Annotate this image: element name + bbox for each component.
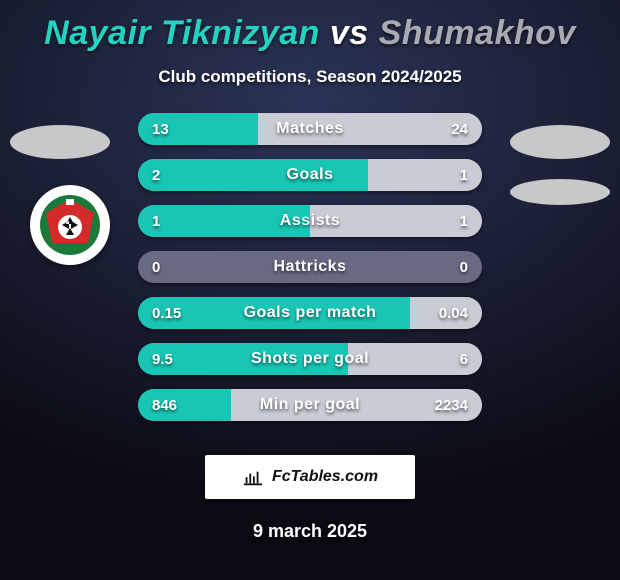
page-title: Nayair Tiknizyan vs Shumakhov (0, 14, 620, 53)
stat-row: Matches1324 (138, 113, 482, 145)
stat-fill-right (310, 205, 482, 237)
stats-arena: Matches1324 Goals21 Assists11 Hattricks0 0 Go… (0, 107, 620, 437)
stat-row: Hattricks0 0 (138, 251, 482, 283)
brand-text: FcTables.com (272, 468, 378, 486)
stat-bars: Matches1324 Goals21 Assists11 Hattricks0 0 Go… (138, 113, 482, 421)
title-player2: Shumakhov (379, 14, 576, 52)
subtitle: Club competitions, Season 2024/2025 (0, 67, 620, 87)
player1-silhouette (10, 125, 110, 159)
player2-silhouette (510, 125, 610, 159)
player2-silhouette-2 (510, 179, 610, 205)
stat-row: Goals per match0.150.04 (138, 297, 482, 329)
stat-fill-left (138, 205, 310, 237)
stat-value-left: 0 (138, 251, 174, 283)
stat-fill-right (231, 389, 482, 421)
stat-fill-left (138, 159, 368, 191)
date-stamp: 9 march 2025 (0, 521, 620, 542)
stat-fill-left (138, 389, 231, 421)
stat-row: Goals21 (138, 159, 482, 191)
stat-fill-right (348, 343, 482, 375)
stat-label: Hattricks (138, 251, 482, 283)
stat-fill-right (368, 159, 482, 191)
brand-badge: FcTables.com (205, 455, 415, 499)
stat-fill-right (410, 297, 482, 329)
brand-chart-icon (242, 466, 264, 488)
stat-row: Min per goal8462234 (138, 389, 482, 421)
stat-fill-left (138, 297, 410, 329)
club-badge (30, 185, 110, 265)
stat-row: Assists11 (138, 205, 482, 237)
stat-row: Shots per goal9.56 (138, 343, 482, 375)
stat-fill-right (258, 113, 482, 145)
title-vs: vs (330, 14, 369, 52)
stat-fill-left (138, 343, 348, 375)
stat-fill-left (138, 113, 258, 145)
stat-value-right: 0 (446, 251, 482, 283)
comparison-card: Nayair Tiknizyan vs Shumakhov Club compe… (0, 0, 620, 580)
club-logo-icon (38, 193, 102, 257)
title-player1: Nayair Tiknizyan (44, 14, 320, 52)
